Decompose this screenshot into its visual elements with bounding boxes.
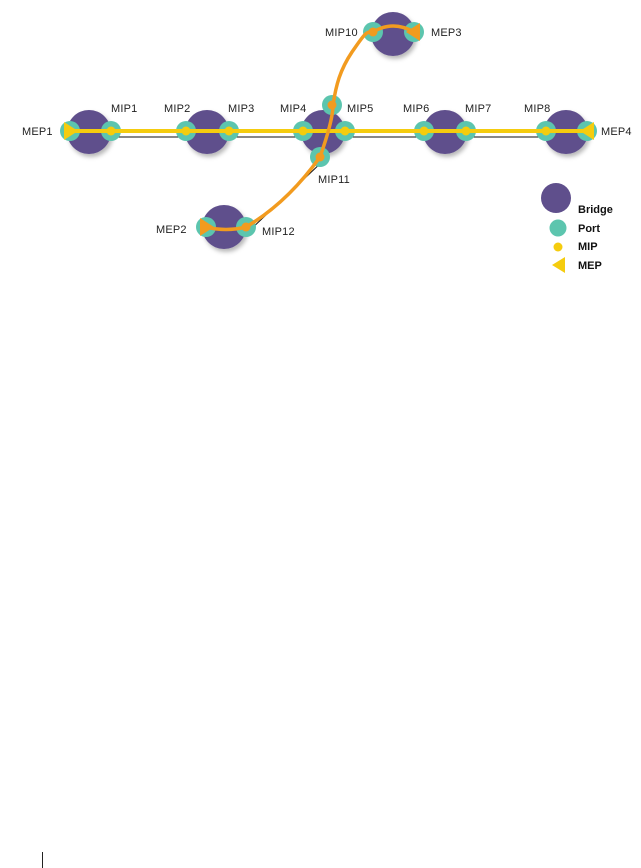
- mip-icon: [106, 126, 116, 136]
- legend-bridge-label: Bridge: [578, 204, 613, 216]
- mip3-label: MIP3: [228, 103, 254, 115]
- mip-icon: [368, 27, 378, 37]
- legend-bridge-icon: [541, 183, 571, 213]
- legend-mep-icon: [552, 257, 565, 273]
- mip-icon: [541, 126, 551, 136]
- legend-port-icon: [549, 219, 567, 237]
- bridge-icon: [202, 205, 246, 249]
- mip-icon: [315, 152, 325, 162]
- mip10-label: MIP10: [325, 27, 358, 39]
- mip-icon: [419, 126, 429, 136]
- mep-icon: [406, 23, 420, 41]
- mep-icon: [200, 218, 214, 236]
- legend-mep-label: MEP: [578, 260, 602, 272]
- node-labels: MEP1 MIP1 MIP2 MIP3 MIP4 MIP5 MIP6 MIP7 …: [22, 27, 632, 238]
- mep3-label: MEP3: [431, 27, 462, 39]
- mep-icon: [580, 122, 594, 140]
- mep-points: [64, 23, 594, 236]
- mip-icon: [340, 126, 350, 136]
- mep1-label: MEP1: [22, 126, 53, 138]
- mip7-label: MIP7: [465, 103, 491, 115]
- mip2-label: MIP2: [164, 103, 190, 115]
- mep-icon: [64, 122, 78, 140]
- mip-icon: [224, 126, 234, 136]
- legend-port-label: Port: [578, 223, 600, 235]
- legend: Bridge Port MIP MEP: [541, 183, 613, 273]
- mip-icon: [327, 100, 337, 110]
- mip6-label: MIP6: [403, 103, 429, 115]
- mip12-label: MIP12: [262, 226, 295, 238]
- mip-icon: [298, 126, 308, 136]
- mip11-label: MIP11: [318, 174, 350, 186]
- mip8-label: MIP8: [524, 103, 550, 115]
- mip4-label: MIP4: [280, 103, 306, 115]
- mep4-label: MEP4: [601, 126, 632, 138]
- legend-mip-icon: [553, 242, 563, 252]
- mip-icon: [181, 126, 191, 136]
- page-margin-rule: [42, 852, 43, 868]
- legend-mip-label: MIP: [578, 241, 598, 253]
- bridge-icon: [371, 12, 415, 56]
- mip5-label: MIP5: [347, 103, 373, 115]
- mip-icon: [461, 126, 471, 136]
- mip-icon: [241, 222, 251, 232]
- mip-points: [106, 27, 551, 232]
- mep2-label: MEP2: [156, 224, 187, 236]
- mip1-label: MIP1: [111, 103, 137, 115]
